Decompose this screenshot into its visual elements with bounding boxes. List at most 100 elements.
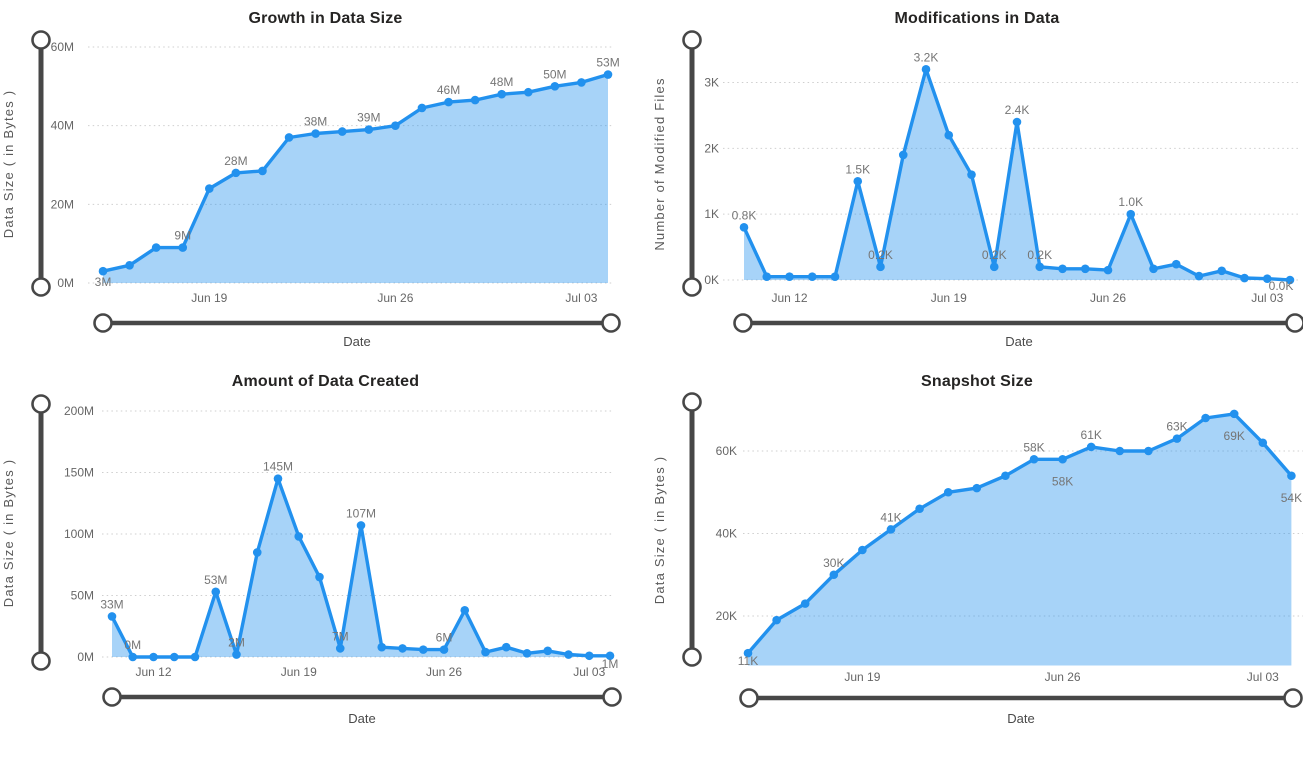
data-point[interactable]: [497, 89, 507, 99]
data-point[interactable]: [800, 599, 810, 608]
data-point[interactable]: [1058, 454, 1067, 464]
data-point[interactable]: [564, 650, 573, 659]
data-point[interactable]: [315, 572, 324, 582]
data-point[interactable]: [1240, 273, 1249, 283]
x-zoom-slider-handle-left[interactable]: [102, 687, 122, 707]
data-point[interactable]: [603, 70, 613, 79]
data-point[interactable]: [543, 646, 553, 656]
x-zoom-slider-handle-right[interactable]: [602, 687, 622, 707]
x-zoom-slider-handle-left[interactable]: [739, 688, 759, 708]
data-point[interactable]: [211, 587, 221, 597]
data-point[interactable]: [785, 272, 794, 282]
data-point[interactable]: [481, 647, 490, 657]
data-point[interactable]: [522, 649, 532, 658]
data-point[interactable]: [1058, 264, 1067, 274]
data-point[interactable]: [1258, 438, 1268, 448]
data-point[interactable]: [151, 243, 161, 252]
data-point[interactable]: [391, 121, 400, 130]
data-point[interactable]: [1086, 442, 1096, 452]
x-zoom-slider-handle-left[interactable]: [733, 313, 753, 333]
data-point[interactable]: [915, 504, 924, 514]
data-point[interactable]: [1217, 266, 1227, 276]
data-point[interactable]: [739, 223, 749, 232]
data-point[interactable]: [1194, 271, 1204, 281]
data-point[interactable]: [1229, 409, 1239, 419]
data-point[interactable]: [444, 97, 453, 107]
data-point[interactable]: [1171, 259, 1181, 269]
data-point[interactable]: [1035, 262, 1045, 272]
data-point[interactable]: [178, 243, 188, 252]
data-point[interactable]: [98, 266, 108, 276]
data-point[interactable]: [284, 133, 294, 142]
data-point[interactable]: [470, 95, 480, 105]
data-point[interactable]: [1115, 446, 1125, 456]
data-point[interactable]: [577, 78, 586, 87]
data-point[interactable]: [149, 652, 158, 662]
data-point[interactable]: [972, 483, 982, 493]
data-point[interactable]: [258, 166, 267, 176]
data-point[interactable]: [1172, 434, 1182, 443]
data-point[interactable]: [107, 612, 117, 621]
x-zoom-slider-handle-left[interactable]: [93, 313, 113, 333]
data-point[interactable]: [772, 615, 781, 625]
data-point[interactable]: [169, 652, 179, 662]
data-point[interactable]: [829, 570, 839, 580]
data-point[interactable]: [125, 261, 134, 270]
y-zoom-slider-handle-top[interactable]: [682, 392, 702, 412]
x-zoom-slider-handle-right[interactable]: [1285, 313, 1303, 333]
data-point[interactable]: [356, 521, 366, 530]
data-point[interactable]: [898, 150, 908, 160]
data-point[interactable]: [1126, 209, 1136, 219]
y-zoom-slider-handle-top[interactable]: [31, 30, 51, 50]
data-point[interactable]: [989, 262, 999, 272]
data-point[interactable]: [1001, 471, 1010, 481]
data-point[interactable]: [231, 168, 241, 178]
data-point[interactable]: [762, 272, 772, 282]
data-point[interactable]: [1144, 446, 1153, 456]
data-point[interactable]: [921, 65, 931, 74]
data-point[interactable]: [364, 125, 374, 134]
data-point[interactable]: [853, 176, 863, 186]
data-point[interactable]: [273, 474, 283, 483]
y-zoom-slider-handle-top[interactable]: [682, 30, 702, 50]
data-point[interactable]: [876, 262, 885, 272]
data-point[interactable]: [205, 184, 214, 193]
data-point[interactable]: [439, 645, 449, 654]
data-point[interactable]: [501, 642, 511, 652]
data-point[interactable]: [523, 87, 533, 97]
data-point[interactable]: [1201, 413, 1210, 423]
data-point[interactable]: [1012, 117, 1022, 127]
data-point[interactable]: [943, 487, 953, 497]
data-point[interactable]: [858, 545, 867, 555]
data-point[interactable]: [311, 129, 320, 138]
data-point[interactable]: [190, 652, 200, 662]
data-point[interactable]: [1029, 454, 1039, 464]
y-zoom-slider-handle-bottom[interactable]: [682, 647, 702, 667]
data-point[interactable]: [550, 82, 560, 91]
x-zoom-slider-handle-right[interactable]: [1283, 688, 1303, 708]
y-zoom-slider-handle-bottom[interactable]: [682, 277, 702, 297]
data-point[interactable]: [335, 644, 345, 653]
data-point[interactable]: [605, 651, 615, 661]
y-zoom-slider-handle-bottom[interactable]: [31, 651, 51, 671]
data-point[interactable]: [294, 532, 304, 541]
data-point[interactable]: [743, 648, 753, 658]
data-point[interactable]: [128, 652, 138, 662]
data-point[interactable]: [337, 127, 347, 136]
data-point[interactable]: [1149, 264, 1158, 274]
data-point[interactable]: [418, 645, 428, 654]
y-zoom-slider-handle-top[interactable]: [31, 394, 51, 414]
data-point[interactable]: [398, 644, 407, 653]
y-zoom-slider-handle-bottom[interactable]: [31, 277, 51, 297]
data-point[interactable]: [1080, 264, 1090, 274]
data-point[interactable]: [1287, 471, 1296, 481]
data-point[interactable]: [252, 548, 262, 557]
data-point[interactable]: [967, 170, 976, 179]
x-zoom-slider-handle-right[interactable]: [601, 313, 621, 333]
data-point[interactable]: [377, 642, 387, 652]
data-point[interactable]: [232, 650, 241, 659]
data-point[interactable]: [1285, 275, 1295, 285]
data-point[interactable]: [886, 525, 896, 534]
data-point[interactable]: [417, 103, 427, 113]
data-point[interactable]: [1262, 274, 1272, 283]
